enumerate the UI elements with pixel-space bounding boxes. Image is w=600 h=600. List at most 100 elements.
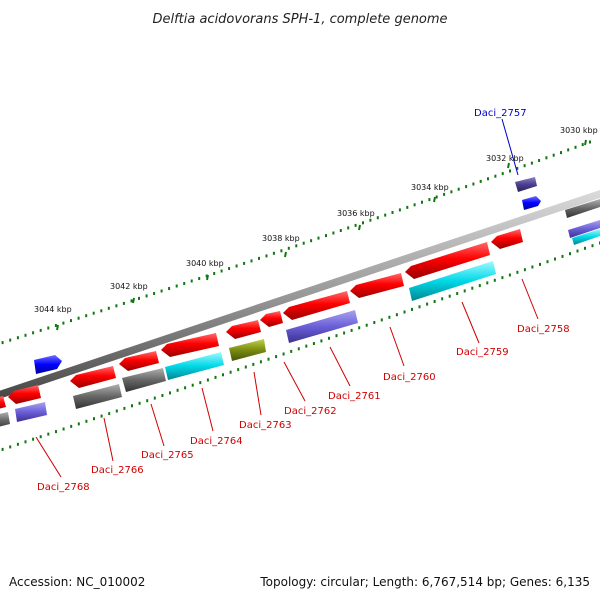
minor-tick bbox=[16, 442, 19, 446]
minor-tick bbox=[54, 324, 57, 327]
minor-tick bbox=[47, 326, 50, 330]
gene-arrow-daci-2759-b bbox=[409, 261, 496, 301]
minor-tick bbox=[328, 336, 330, 340]
minor-tick bbox=[243, 261, 246, 265]
minor-tick bbox=[365, 323, 368, 327]
minor-tick bbox=[297, 347, 300, 351]
minor-tick bbox=[369, 218, 372, 222]
tick-3038 bbox=[284, 251, 287, 258]
leader-daci-2764 bbox=[201, 387, 214, 432]
minor-tick bbox=[169, 391, 171, 395]
minor-tick bbox=[472, 182, 475, 186]
minor-tick bbox=[9, 445, 12, 449]
gene-arrow-daci-2768-c bbox=[15, 402, 47, 422]
gene-arrow-daci-2763 bbox=[226, 320, 261, 339]
minor-tick bbox=[493, 278, 496, 282]
minor-tick bbox=[479, 179, 482, 183]
minor-tick bbox=[516, 166, 519, 170]
minor-tick bbox=[457, 187, 460, 191]
minor-tick bbox=[335, 334, 338, 338]
minor-tick bbox=[388, 315, 391, 319]
leader-daci-2760 bbox=[389, 326, 405, 367]
minor-tick bbox=[237, 368, 240, 372]
minor-tick bbox=[1, 447, 4, 451]
gene-label-daci-2760: Daci_2760 bbox=[383, 372, 436, 383]
minor-tick bbox=[39, 328, 42, 332]
minor-tick bbox=[376, 216, 379, 220]
minor-tick bbox=[398, 208, 401, 212]
minor-tick bbox=[199, 381, 202, 385]
minor-tick bbox=[554, 257, 556, 261]
minor-tick bbox=[252, 362, 255, 366]
minor-tick bbox=[100, 309, 103, 313]
minor-tick bbox=[441, 297, 444, 301]
minor-tick bbox=[47, 432, 50, 436]
minor-tick bbox=[213, 272, 216, 275]
minor-tick bbox=[85, 314, 88, 318]
minor-tick bbox=[487, 177, 489, 181]
minor-tick bbox=[184, 386, 187, 390]
minor-tick bbox=[130, 299, 133, 303]
minor-tick bbox=[428, 198, 431, 202]
outer-tick-track bbox=[1, 140, 591, 345]
minor-tick bbox=[421, 200, 423, 204]
minor-tick bbox=[325, 234, 327, 238]
minor-tick bbox=[39, 435, 42, 439]
minor-tick bbox=[516, 270, 519, 274]
minor-tick bbox=[312, 342, 315, 345]
minor-tick bbox=[295, 244, 298, 248]
gene-label-daci-2764: Daci_2764 bbox=[190, 436, 243, 447]
minor-tick bbox=[426, 302, 429, 306]
minor-tick bbox=[275, 355, 278, 359]
minor-tick bbox=[229, 370, 232, 374]
gene-label-daci-2761: Daci_2761 bbox=[328, 391, 381, 402]
minor-tick bbox=[561, 254, 564, 258]
leader-daci-2763 bbox=[253, 371, 262, 416]
map-title: Delftia acidovorans SPH-1, complete geno… bbox=[152, 12, 447, 27]
tick-label-3030: 3030 kbp bbox=[560, 126, 598, 135]
minor-tick bbox=[32, 331, 35, 335]
minor-tick bbox=[183, 282, 186, 285]
gene-arrow-daci-2757-gene bbox=[515, 177, 537, 192]
tick-label-3032: 3032 kbp bbox=[486, 154, 524, 163]
minor-tick bbox=[478, 284, 481, 288]
tick-3042 bbox=[132, 297, 135, 304]
minor-tick bbox=[418, 305, 421, 309]
minor-tick bbox=[272, 251, 275, 255]
leader-daci-2765 bbox=[150, 403, 165, 447]
leader-daci-2761 bbox=[329, 346, 351, 387]
minor-tick bbox=[347, 226, 350, 230]
minor-tick bbox=[350, 328, 353, 332]
minor-tick bbox=[305, 344, 308, 348]
minor-tick bbox=[70, 319, 72, 323]
gene-label-daci-2763: Daci_2763 bbox=[239, 420, 292, 431]
leader-daci-2762 bbox=[283, 361, 306, 402]
tick-3040 bbox=[206, 274, 209, 281]
minor-tick bbox=[591, 244, 594, 248]
minor-tick bbox=[100, 414, 103, 418]
gene-label-daci-2768: Daci_2768 bbox=[37, 482, 90, 493]
minor-tick bbox=[310, 239, 313, 243]
minor-tick bbox=[267, 357, 270, 361]
minor-tick bbox=[589, 140, 591, 144]
minor-tick bbox=[546, 260, 549, 264]
minor-tick bbox=[122, 301, 125, 305]
minor-tick bbox=[448, 294, 451, 298]
minor-tick bbox=[552, 153, 555, 157]
minor-tick bbox=[317, 236, 320, 240]
minor-tick bbox=[222, 373, 224, 377]
minor-tick bbox=[320, 339, 323, 343]
minor-tick bbox=[411, 307, 413, 311]
leader-daci-2768 bbox=[35, 436, 62, 478]
minor-tick bbox=[1, 341, 4, 345]
minor-tick bbox=[581, 143, 584, 147]
minor-tick bbox=[450, 190, 453, 194]
minor-tick bbox=[259, 360, 262, 364]
minor-tick bbox=[395, 313, 398, 317]
gene-arrow-daci-2760 bbox=[350, 273, 404, 298]
minor-tick bbox=[574, 145, 577, 149]
gene-arrow-daci-2766-b bbox=[73, 384, 122, 409]
gene-label-daci-2758: Daci_2758 bbox=[517, 324, 570, 335]
minor-tick bbox=[538, 159, 541, 162]
minor-tick bbox=[70, 424, 73, 428]
